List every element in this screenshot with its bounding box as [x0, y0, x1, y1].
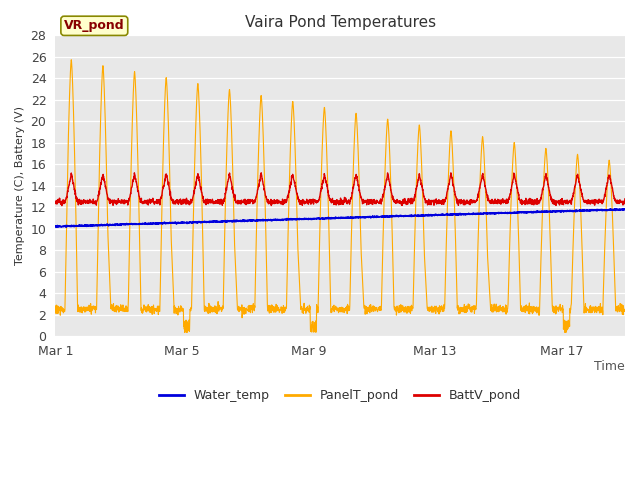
Legend: Water_temp, PanelT_pond, BattV_pond: Water_temp, PanelT_pond, BattV_pond — [154, 384, 527, 408]
X-axis label: Time: Time — [595, 360, 625, 373]
Title: Vaira Pond Temperatures: Vaira Pond Temperatures — [244, 15, 436, 30]
Y-axis label: Temperature (C), Battery (V): Temperature (C), Battery (V) — [15, 106, 25, 265]
Text: VR_pond: VR_pond — [64, 19, 125, 32]
